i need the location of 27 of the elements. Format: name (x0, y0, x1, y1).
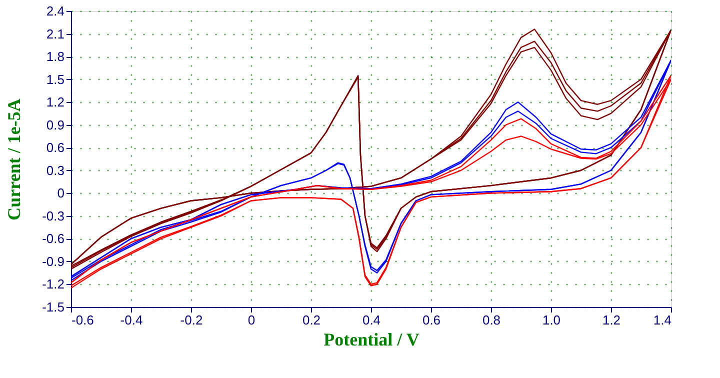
y-tick-label: -1.2 (42, 276, 64, 292)
y-tick-label: 0.9 (46, 117, 64, 132)
x-axis-title: Potential / V (324, 330, 420, 350)
y-tick-label: 0 (57, 186, 64, 201)
y-tick-label: 1.5 (46, 72, 64, 87)
x-tick-label: 1.0 (542, 312, 561, 328)
y-tick-label: -0.9 (42, 254, 64, 269)
x-tick-label: 1.4 (653, 312, 672, 328)
y-axis-title: Current / 1e-5A (4, 98, 24, 220)
y-tick-label: -1.5 (42, 300, 64, 314)
x-tick-label: -0.6 (72, 312, 94, 328)
y-tick-label: 2.1 (46, 26, 64, 42)
y-tick-label: 1.8 (46, 49, 64, 64)
y-tick-label: 0.6 (46, 140, 64, 156)
x-tick-label: 0 (248, 312, 256, 328)
y-tick-label: 0.3 (46, 162, 64, 178)
y-tick-label: -0.6 (42, 231, 64, 246)
x-tick-label: -0.4 (120, 312, 143, 328)
x-tick-label: 0.4 (362, 312, 381, 328)
x-tick-label: 1.2 (602, 312, 621, 328)
x-tick-label: 0.6 (422, 312, 441, 328)
y-tick-label: -0.3 (42, 208, 64, 224)
x-tick-label: -0.2 (180, 312, 203, 328)
x-tick-label: 0.2 (302, 312, 321, 328)
y-tick-label: 1.2 (46, 94, 64, 110)
y-tick-label: 2.4 (46, 4, 64, 18)
x-tick-label: 0.8 (482, 312, 501, 328)
